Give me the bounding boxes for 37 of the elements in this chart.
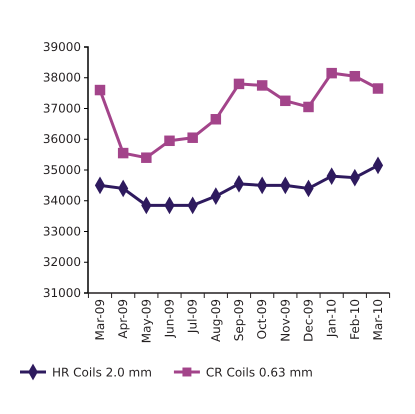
point [141,152,152,163]
point [94,84,106,96]
point [350,70,360,82]
y-tick-label: 34000 [42,194,81,208]
x-tick-label: Nov-09 [278,299,292,342]
x-tick-label: Aug-09 [208,299,223,342]
x-tick-label: Jul-09 [186,299,200,334]
y-tick-label: 32000 [42,255,81,270]
x-tick-label: Dec-09 [302,299,316,342]
point [164,136,175,146]
y-tick-label: 35000 [42,162,81,177]
y-tick-label: 38000 [42,70,81,85]
x-tick-label: Mar-10 [371,299,385,340]
x-tick-label: Feb-10 [348,299,362,340]
point [210,114,222,125]
x-tick-label: Jan-10 [324,299,339,338]
point [256,80,268,91]
x-tick-label: Mar-09 [93,299,107,340]
y-tick-label: 33000 [42,224,81,238]
y-tick-label: 36000 [42,132,81,146]
x-tick-label: Oct-09 [255,299,270,340]
point [372,83,384,94]
y-tick-label: 39000 [42,40,81,54]
x-tick-label: Apr-09 [116,299,130,339]
point [118,148,128,158]
point [280,96,291,106]
point [326,68,337,78]
point [303,102,314,112]
point [187,132,198,143]
x-tick-label: Jun-09 [162,299,176,338]
y-tick-label: 31000 [42,286,81,300]
x-tick-label: May-09 [139,299,154,344]
legend-label: CR Coils 0.63 mm [206,366,313,380]
y-tick-label: 37000 [42,101,81,116]
point [234,78,244,90]
x-tick-label: Sep-09 [232,299,246,342]
legend-label: HR Coils 2.0 mm [52,366,152,380]
